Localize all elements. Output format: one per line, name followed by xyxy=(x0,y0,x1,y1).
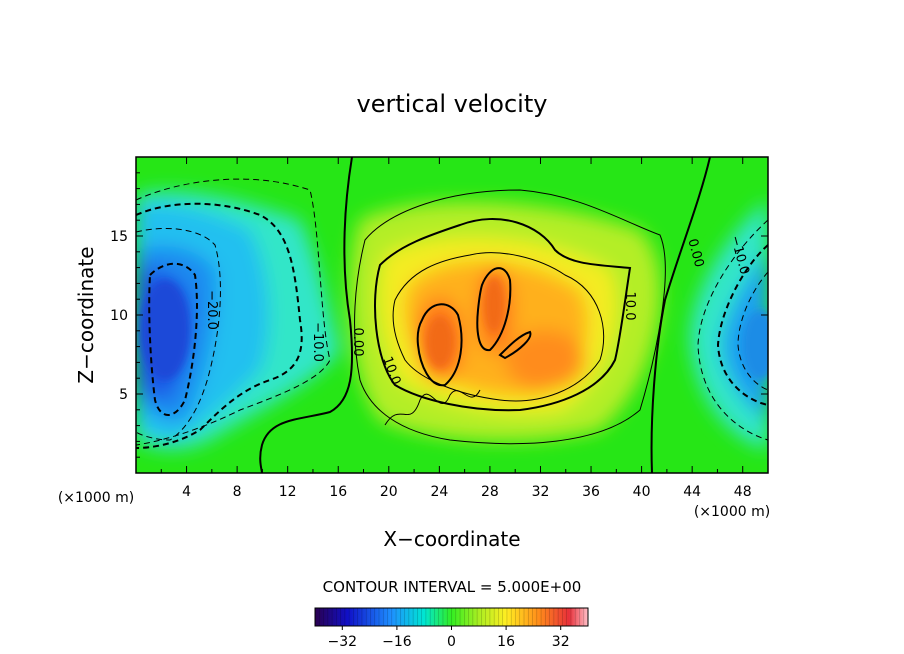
y-tick-label: 10 xyxy=(110,308,128,324)
contour-neg-20-left xyxy=(148,262,198,416)
colorbar-bands xyxy=(318,608,585,626)
contour-zero-left xyxy=(259,157,354,473)
contour-pos-20-core3 xyxy=(498,330,532,360)
x-tick-label: 20 xyxy=(380,484,398,500)
contour-neg-10-left xyxy=(136,202,303,449)
colorbar-ticks: −32 −16 0 16 32 xyxy=(328,626,570,650)
contour-zero-right xyxy=(650,157,711,473)
y-tick-label: 5 xyxy=(119,387,128,403)
contour-neg-5-left xyxy=(136,178,331,446)
x-tick-label: 40 xyxy=(633,484,651,500)
x-tick-label: 44 xyxy=(683,484,701,500)
y-axis-label: Z−coordinate xyxy=(74,246,98,383)
chart-title: vertical velocity xyxy=(357,90,548,118)
contour-interval-text: CONTOUR INTERVAL = 5.000E+00 xyxy=(323,578,582,596)
colorbar-tick-label: 32 xyxy=(552,634,570,650)
colorbar-tick-label: −16 xyxy=(382,634,412,650)
field-core-3 xyxy=(505,330,585,390)
x-tick-label: 24 xyxy=(430,484,448,500)
contour-label-zero-right: 0.00 xyxy=(684,237,706,269)
colorbar: −32 −16 0 16 32 xyxy=(314,607,589,650)
contour-neg-15-right xyxy=(737,271,768,391)
contour-label-zero-left: 0.00 xyxy=(350,328,365,357)
field-core-2-detail xyxy=(484,277,504,333)
field-core-1-detail xyxy=(426,316,454,368)
contour-pos-10-outer xyxy=(374,218,632,412)
contour-neg-5-right xyxy=(697,219,768,441)
x-tick-label: 12 xyxy=(279,484,297,500)
x-tick-label: 28 xyxy=(481,484,499,500)
x-tick-label: 48 xyxy=(734,484,752,500)
contour-pos-lower-wiggle xyxy=(384,389,481,426)
contour-pos-20-core1 xyxy=(416,303,463,387)
colorbar-tick-label: −32 xyxy=(328,634,358,650)
colorbar-tick-label: 0 xyxy=(447,634,456,650)
x-unit-left: (×1000 m) xyxy=(58,490,134,506)
x-tick-label: 8 xyxy=(233,484,242,500)
contour-neg-10-right xyxy=(716,244,768,406)
contour-label-group: −20.0 −10.0 0.00 10.0 10.0 0.00 −10.0 xyxy=(204,234,752,387)
colorbar-tick-label: 16 xyxy=(497,634,515,650)
contour-pos-15 xyxy=(392,252,605,402)
plot-area: −20.0 −10.0 0.00 10.0 10.0 0.00 −10.0 xyxy=(136,157,768,473)
velocity-field-detail xyxy=(140,277,768,380)
contour-neg-15-left xyxy=(136,228,221,441)
x-tick-label: 32 xyxy=(532,484,550,500)
y-tick-label: 15 xyxy=(110,229,128,245)
contour-pos-20-core2 xyxy=(476,267,512,352)
x-unit-right: (×1000 m) xyxy=(694,504,770,520)
contour-label-neg10-left: −10.0 xyxy=(310,322,325,362)
contour-label-neg20-left: −20.0 xyxy=(204,290,219,330)
y-axis: 5 10 15 xyxy=(110,172,768,458)
x-axis-label: X−coordinate xyxy=(383,527,520,551)
x-tick-label: 16 xyxy=(329,484,347,500)
x-tick-label: 36 xyxy=(582,484,600,500)
field-left-core-detail xyxy=(140,280,190,380)
field-right-core-detail xyxy=(742,310,768,380)
x-tick-label: 4 xyxy=(182,484,191,500)
contour-lines xyxy=(136,157,768,473)
contour-pos-5 xyxy=(354,189,666,445)
contour-label-10-right: 10.0 xyxy=(622,292,637,321)
x-axis: 4 8 12 16 20 24 28 32 36 40 44 48 xyxy=(160,157,752,500)
